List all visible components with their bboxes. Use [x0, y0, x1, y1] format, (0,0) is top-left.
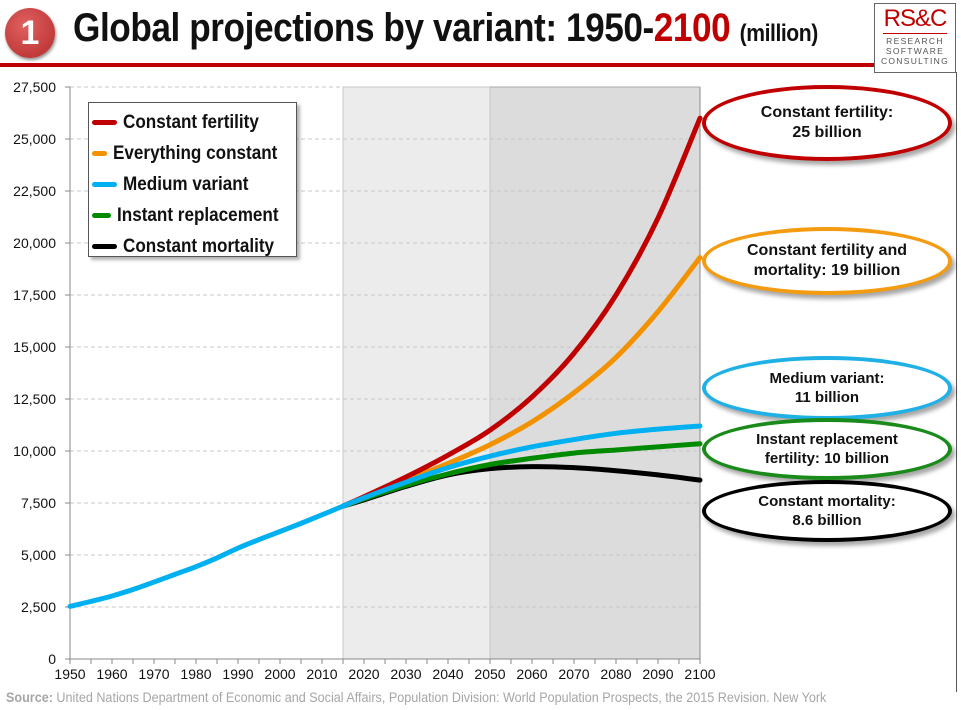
slide-header: 1 Global projections by variant: 1950-21…	[0, 0, 961, 68]
legend-swatch	[92, 151, 108, 156]
logo-line-2: SOFTWARE	[885, 46, 945, 56]
callout-line: Constant fertility and	[746, 242, 907, 259]
callout-constant-fertility: Constant fertility: 25 billion	[702, 85, 952, 161]
x-tick-label: 2050	[474, 666, 505, 682]
x-tick-label: 2090	[642, 666, 673, 682]
legend-item-constant-fertility: Constant fertility	[89, 107, 296, 138]
x-tick-label: 2060	[516, 666, 547, 682]
legend-item-constant-mortality: Constant mortality	[89, 231, 296, 262]
callout-everything-constant: Constant fertility and mortality: 19 bill…	[702, 227, 952, 295]
callout-line: Medium variant:	[769, 370, 885, 387]
title-accent-year: 2100	[653, 6, 731, 50]
title-main: Global projections by variant: 1950-	[73, 6, 654, 50]
callout-line: mortality: 19 billion	[753, 262, 901, 279]
callout-line: Constant mortality:	[758, 493, 896, 510]
series-line-constant-fertility	[340, 115, 703, 509]
callout-medium-variant: Medium variant: 11 billion	[702, 356, 952, 420]
y-tick-label: 2,500	[21, 599, 56, 615]
x-tick-label: 2030	[390, 666, 421, 682]
callout-line: Constant fertility:	[760, 104, 894, 121]
series-line-medium-variant	[340, 423, 703, 509]
legend-item-everything-constant: Everything constant	[89, 138, 296, 169]
logo-line-3: CONSULTING	[880, 56, 950, 66]
source-text: United Nations Department of Economic an…	[52, 689, 827, 705]
callout-line: 8.6 billion	[792, 512, 862, 529]
callout-line: Instant replacement	[756, 431, 898, 448]
y-tick-label: 12,500	[13, 391, 56, 407]
legend-swatch	[92, 213, 111, 218]
slide-right-border	[956, 72, 957, 692]
x-tick-label: 1990	[222, 666, 253, 682]
legend-label: Constant fertility	[123, 111, 259, 133]
callout-constant-mortality: Constant mortality: 8.6 billion	[702, 480, 952, 542]
logo-brand: RS&C	[883, 5, 948, 32]
legend-label: Constant mortality	[123, 235, 275, 257]
series-lines	[67, 115, 703, 609]
x-tick-label: 2080	[600, 666, 631, 682]
source-citation: Source: United Nations Department of Eco…	[6, 689, 826, 705]
x-tick-label: 1960	[96, 666, 127, 682]
y-tick-label: 27,500	[13, 79, 56, 95]
logo-line-1: RESEARCH	[886, 36, 944, 46]
chart-legend: Constant fertility Everything constant M…	[88, 102, 297, 257]
series-line-historical-estimates	[67, 503, 346, 609]
y-tick-label: 10,000	[13, 443, 56, 459]
callout-line: 11 billion	[794, 389, 860, 406]
title-underline	[0, 63, 875, 67]
legend-swatch	[92, 244, 117, 249]
rsc-logo: RS&C RESEARCH SOFTWARE CONSULTING	[874, 3, 956, 73]
source-label: Source:	[6, 689, 53, 705]
projection-region-0	[342, 86, 491, 660]
slide-number-badge: 1	[5, 8, 55, 58]
x-tick-label: 1950	[54, 666, 85, 682]
x-tick-label: 2100	[684, 666, 715, 682]
callout-line: 25 billion	[792, 124, 862, 141]
y-tick-label: 20,000	[13, 235, 56, 251]
x-tick-label: 1980	[180, 666, 211, 682]
x-tick-label: 2000	[264, 666, 295, 682]
x-tick-label: 2070	[558, 666, 589, 682]
y-tick-label: 15,000	[13, 339, 56, 355]
logo-divider	[883, 33, 947, 34]
y-tick-label: 17,500	[13, 287, 56, 303]
y-tick-label: 25,000	[13, 131, 56, 147]
y-tick-label: 7,500	[21, 495, 56, 511]
legend-item-instant-replacement: Instant replacement	[89, 200, 296, 231]
y-tick-label: 5,000	[21, 547, 56, 563]
x-tick-label: 1970	[138, 666, 169, 682]
y-tick-label: 22,500	[13, 183, 56, 199]
shaded-regions	[342, 86, 701, 660]
legend-label: Medium variant	[123, 173, 249, 195]
legend-label: Everything constant	[113, 142, 278, 164]
legend-swatch	[92, 182, 117, 187]
legend-item-medium-variant: Medium variant	[89, 169, 296, 200]
y-tick-label: 0	[48, 651, 56, 667]
population-chart: 0 2,500 5,000 7,500 10,000 12,500 15,000 17,500…	[13, 79, 716, 682]
title-unit: (million)	[739, 20, 819, 47]
legend-swatch	[92, 120, 117, 125]
callout-line: fertility: 10 billion	[764, 450, 890, 467]
x-tick-label: 2040	[432, 666, 463, 682]
x-tick-label: 2010	[306, 666, 337, 682]
legend-label: Instant replacement	[116, 204, 279, 226]
axes: 0 2,500 5,000 7,500 10,000 12,500 15,000 17,500…	[13, 79, 716, 682]
slide-title: Global projections by variant: 1950-2100…	[73, 6, 818, 51]
callout-instant-replacement: Instant replacement fertility: 10 billion	[702, 418, 952, 480]
x-tick-label: 2020	[348, 666, 379, 682]
